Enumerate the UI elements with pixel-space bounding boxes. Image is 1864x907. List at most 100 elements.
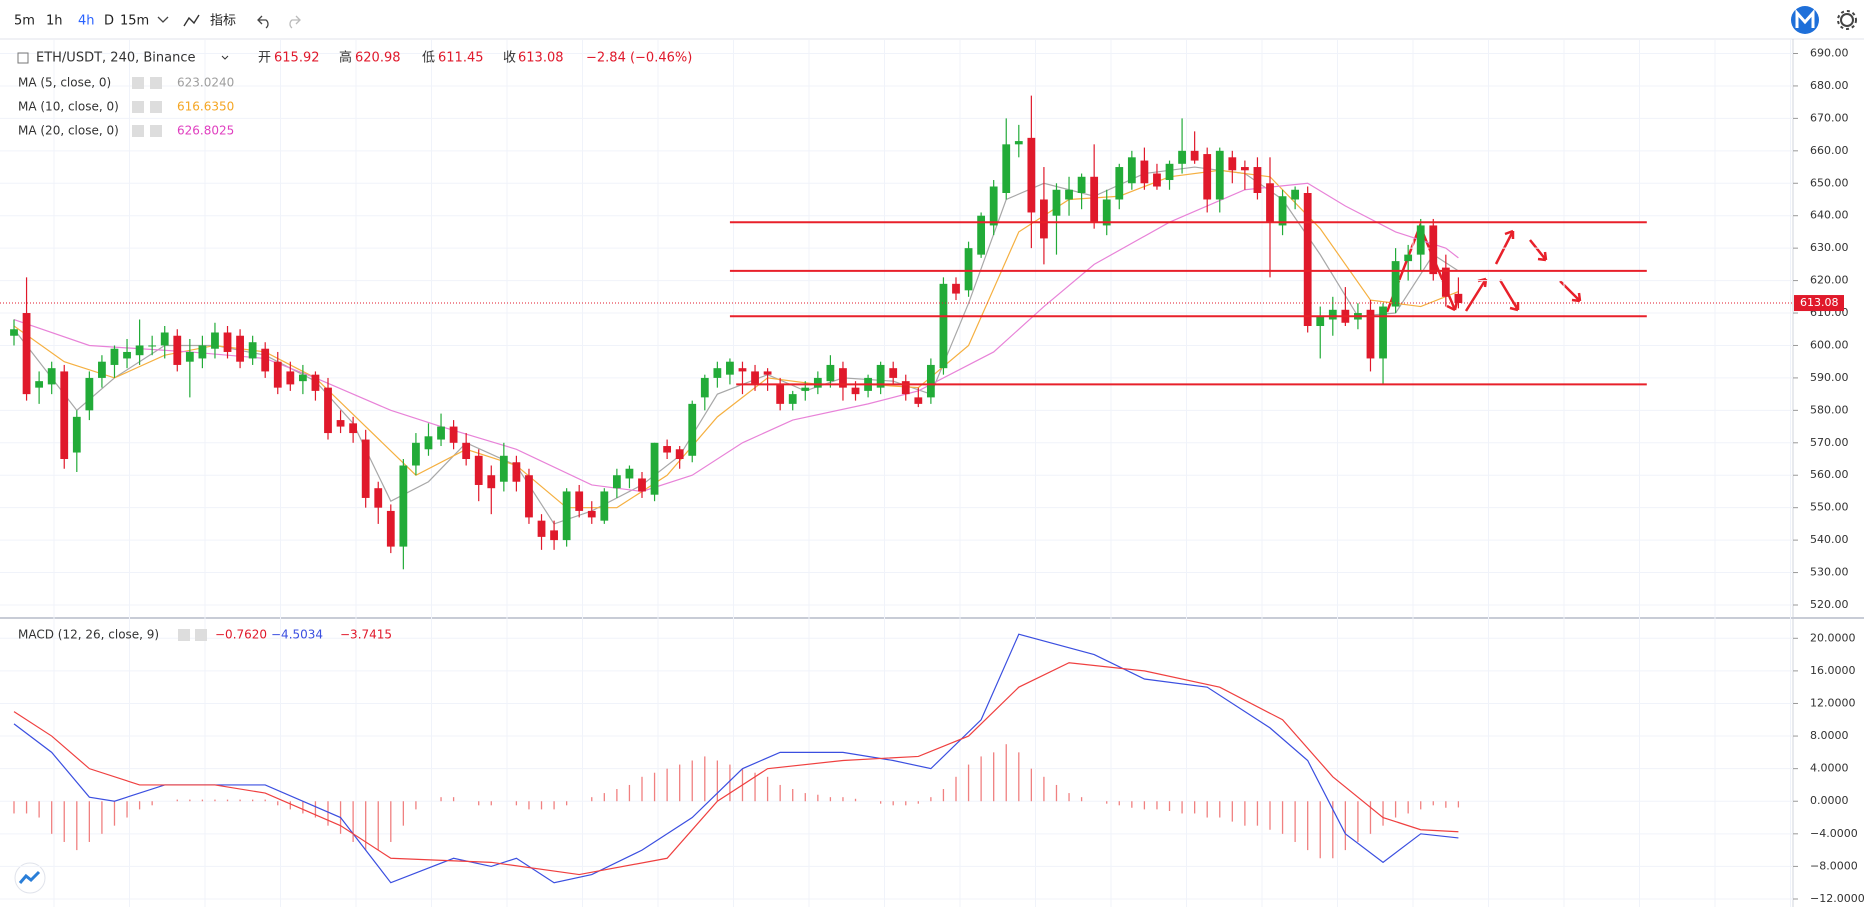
logo-mark <box>18 870 41 884</box>
candle-body <box>625 468 634 479</box>
ohlc-text: 620.98 <box>355 51 401 66</box>
legend-icon <box>132 101 144 113</box>
legend-icon <box>178 629 190 641</box>
ma-legend: MA (10, close, 0) <box>18 100 119 114</box>
candle-body <box>1253 167 1262 193</box>
candle-body <box>1278 196 1287 226</box>
candle-body <box>386 510 395 547</box>
candle-body <box>713 368 722 378</box>
candle-body <box>1404 254 1413 262</box>
candle-body <box>562 491 571 541</box>
candle-body <box>424 436 433 450</box>
candle-body <box>512 462 521 482</box>
arrow-up <box>1494 229 1515 265</box>
y-tick-label: 640.00 <box>1810 209 1849 222</box>
logo-mark <box>1795 9 1815 28</box>
candle-body <box>286 371 295 385</box>
toolbar: 指标 <box>157 6 1857 34</box>
y-tick-label: 20.0000 <box>1810 631 1856 644</box>
candle-body <box>738 368 747 372</box>
y-tick-label: 580.00 <box>1810 403 1849 416</box>
y-tick-label: 690.00 <box>1810 47 1849 60</box>
candle-body <box>1115 167 1124 200</box>
candle-body <box>98 361 106 378</box>
y-tick-label: 570.00 <box>1810 436 1849 449</box>
y-tick-label: 620.00 <box>1810 274 1849 287</box>
candle-body <box>1240 167 1249 171</box>
indicator-icon[interactable] <box>183 14 200 27</box>
settings[interactable] <box>1840 13 1854 27</box>
candle-body <box>889 368 898 378</box>
ma-legend: MA (5, close, 0) <box>18 76 111 90</box>
last-price-tag <box>1794 295 1844 312</box>
y-tick-label: 520.00 <box>1810 598 1849 611</box>
candle-body <box>1429 225 1438 275</box>
candle-body <box>374 488 383 508</box>
y-tick-label: 660.00 <box>1810 144 1849 157</box>
candle-body <box>1303 192 1312 327</box>
candle-body <box>688 403 697 456</box>
y-tick-label: 550.00 <box>1810 501 1849 514</box>
candle-body <box>700 377 709 398</box>
candle-body <box>1316 316 1325 327</box>
candle-body <box>1266 183 1274 223</box>
y-tick-label: 590.00 <box>1810 371 1849 384</box>
candle-body <box>474 455 483 485</box>
candle-body <box>10 329 18 336</box>
ohlc-text: 低 <box>422 51 435 66</box>
ma-line <box>13 169 1459 509</box>
candle-body <box>349 423 358 434</box>
y-tick-label: 650.00 <box>1810 176 1849 189</box>
interval-button[interactable]: 1h <box>46 14 63 29</box>
indicators-button[interactable]: 指标 <box>210 14 236 29</box>
legend-icon <box>150 101 162 113</box>
symbol-label: ETH/USDT, 240, Binance <box>36 51 196 66</box>
candle-body <box>399 465 408 547</box>
candle-body <box>324 387 332 434</box>
candle-body <box>22 313 31 395</box>
candle-body <box>926 364 935 398</box>
candle-body <box>751 371 759 385</box>
ohlc-text: 613.08 <box>518 51 564 66</box>
y-tick-label: 12.0000 <box>1810 696 1856 709</box>
y-tick-label: 4.0000 <box>1810 762 1849 775</box>
candle-body <box>135 345 144 356</box>
candle-body <box>173 335 182 365</box>
interval-button[interactable]: D <box>104 14 114 29</box>
candle-body <box>47 368 56 385</box>
candle-body <box>437 426 445 440</box>
candle-body <box>1454 293 1463 304</box>
candle-body <box>311 374 320 391</box>
candle-body <box>185 351 194 362</box>
ohlc-text: 611.45 <box>438 51 484 66</box>
footer-logo <box>14 862 46 894</box>
y-tick-label: 670.00 <box>1810 111 1849 124</box>
candle-body <box>876 364 885 388</box>
candle-body <box>550 530 558 541</box>
candle-body <box>60 371 69 460</box>
ohlc-text: 收 <box>503 51 516 66</box>
undo[interactable] <box>257 15 269 29</box>
y-tick-label: 8.0000 <box>1810 729 1849 742</box>
candle-body <box>964 248 973 291</box>
grid <box>0 40 1793 907</box>
y-tick-label: 600.00 <box>1810 338 1849 351</box>
candle-body <box>449 426 458 443</box>
candle-body <box>85 377 94 411</box>
candle-body <box>1027 137 1036 213</box>
y-tick-label: 540.00 <box>1810 533 1849 546</box>
interval-button[interactable]: 15m <box>120 14 149 29</box>
collapse-button[interactable] <box>17 52 29 64</box>
candle-body <box>1416 225 1425 255</box>
interval-dropdown[interactable] <box>157 16 169 23</box>
y-tick-label: −8.0000 <box>1810 859 1858 872</box>
candle-body <box>587 510 596 518</box>
candle-body <box>1366 309 1375 359</box>
candle-body <box>123 351 131 359</box>
interval-button[interactable]: 4h <box>78 14 95 29</box>
interval-button[interactable]: 5m <box>14 14 35 29</box>
candle-body <box>273 361 282 388</box>
redo[interactable] <box>289 15 301 29</box>
